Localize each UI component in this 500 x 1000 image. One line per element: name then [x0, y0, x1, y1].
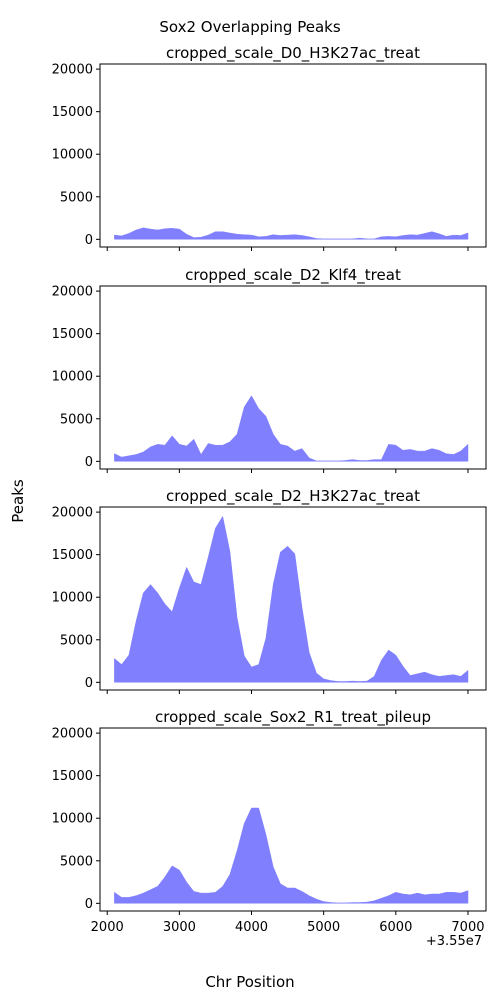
- y-tick-label: 20000: [52, 506, 93, 521]
- x-tick-label: 6000: [379, 920, 412, 935]
- subplot-panels: cropped_scale_D0_H3K27ac_treat 0 5000 10000…: [52, 44, 487, 935]
- subplot-4: cropped_scale_Sox2_R1_treat_pileup 0 5000 1…: [52, 708, 487, 935]
- x-tick-label: 3000: [163, 920, 196, 935]
- y-tick-label: 15000: [52, 548, 93, 563]
- y-tick-label: 20000: [52, 285, 93, 300]
- figure-title: Sox2 Overlapping Peaks: [159, 18, 340, 36]
- y-tick-label: 5000: [60, 854, 93, 869]
- y-tick-label: 10000: [52, 591, 93, 606]
- series-area: [114, 807, 469, 904]
- y-tick-label: 0: [85, 455, 93, 470]
- y-tick-label: 15000: [52, 105, 93, 120]
- y-tick-label: 0: [85, 233, 93, 248]
- y-tick-label: 0: [85, 897, 93, 912]
- series-area: [114, 515, 469, 683]
- y-tick-label: 15000: [52, 327, 93, 342]
- subplot-title: cropped_scale_Sox2_R1_treat_pileup: [155, 708, 431, 727]
- x-tick-label: 4000: [235, 920, 268, 935]
- plot-frame: [99, 727, 487, 912]
- y-tick-label: 10000: [52, 370, 93, 385]
- y-tick-label: 20000: [52, 63, 93, 78]
- y-tick-label: 0: [85, 676, 93, 691]
- subplot-title: cropped_scale_D2_H3K27ac_treat: [166, 487, 420, 506]
- y-tick-label: 5000: [60, 190, 93, 205]
- y-tick-label: 10000: [52, 812, 93, 827]
- y-tick-label: 5000: [60, 412, 93, 427]
- y-tick-label: 20000: [52, 727, 93, 742]
- plot-frame: [99, 506, 487, 691]
- subplot-title: cropped_scale_D2_Klf4_treat: [185, 266, 401, 285]
- x-axis-label: Chr Position: [205, 973, 294, 991]
- series-area: [114, 395, 469, 462]
- x-tick-label: 2000: [91, 920, 124, 935]
- series-area: [114, 227, 469, 240]
- y-tick-label: 15000: [52, 769, 93, 784]
- y-axis-label: Peaks: [9, 479, 27, 523]
- y-tick-label: 5000: [60, 633, 93, 648]
- x-offset-text: +3.55e7: [426, 934, 482, 949]
- subplot-title: cropped_scale_D0_H3K27ac_treat: [166, 44, 420, 63]
- x-tick-label: 5000: [307, 920, 340, 935]
- subplot-2: cropped_scale_D2_Klf4_treat 0 5000 10000 150…: [52, 266, 487, 473]
- plot-frame: [99, 63, 487, 248]
- plot-frame: [99, 285, 487, 470]
- subplot-1: cropped_scale_D0_H3K27ac_treat 0 5000 10000…: [52, 44, 487, 251]
- y-tick-label: 10000: [52, 148, 93, 163]
- subplot-3: cropped_scale_D2_H3K27ac_treat 0 5000 10000…: [52, 487, 487, 694]
- x-tick-label: 7000: [451, 920, 484, 935]
